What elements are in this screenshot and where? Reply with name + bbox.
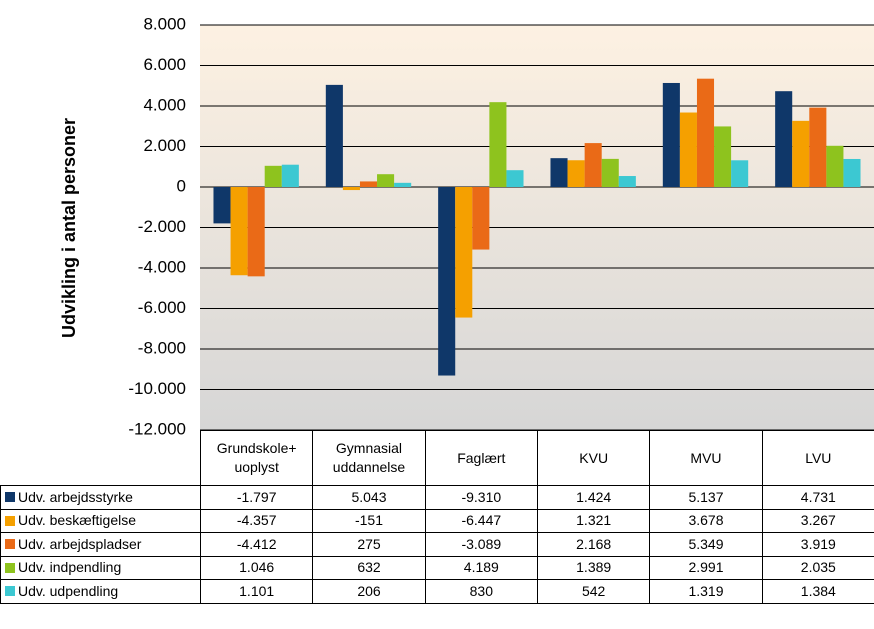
table-value: 5.137 [649, 485, 763, 510]
bar [281, 164, 299, 187]
table-value: -3.089 [424, 532, 538, 557]
table-value: 1.319 [649, 579, 763, 604]
bar [489, 102, 507, 187]
bar [618, 176, 636, 187]
legend-label: Udv. beskæftigelse [18, 512, 137, 529]
legend-label: Udv. arbejdspladser [18, 535, 142, 552]
y-tick-label: 4.000 [143, 95, 186, 114]
bar [662, 82, 680, 187]
y-tick-label: 6.000 [143, 55, 186, 74]
table-value: -4.357 [200, 508, 314, 533]
table-value: -1.797 [200, 485, 314, 510]
legend-swatch [5, 515, 15, 526]
table-value: 2.035 [761, 555, 874, 580]
y-tick-label: -12.000 [128, 419, 186, 438]
bar [342, 187, 360, 191]
y-tick-label: -8.000 [138, 338, 186, 357]
table-value: 4.189 [424, 555, 538, 580]
bar [775, 91, 793, 187]
table-header: Grundskole+ uoplyst [200, 430, 314, 486]
table-value: 1.321 [537, 508, 651, 533]
legend-entry: Udv. arbejdspladser [0, 532, 201, 557]
bar [826, 145, 844, 187]
bar [325, 84, 343, 187]
bar [264, 165, 282, 187]
legend-swatch [5, 492, 15, 503]
table-header: LVU [761, 430, 874, 486]
bar [601, 158, 619, 187]
bar [506, 170, 524, 187]
y-tick-label: -2.000 [138, 217, 186, 236]
bar [550, 158, 568, 187]
table-value: -6.447 [424, 508, 538, 533]
y-tick-label: -10.000 [128, 379, 186, 398]
legend-label: Udv. udpendling [18, 582, 119, 599]
y-tick-label: -4.000 [138, 257, 186, 276]
table-value: 1.101 [200, 579, 314, 604]
legend-entry: Udv. arbejdsstyrke [0, 485, 201, 510]
table-header: KVU [537, 430, 651, 486]
table-value: 4.731 [761, 485, 874, 510]
y-tick-label: 2.000 [143, 136, 186, 155]
bar [714, 126, 732, 187]
bar [213, 187, 231, 224]
legend-swatch [5, 586, 15, 597]
table-header: MVU [649, 430, 763, 486]
table-value: -9.310 [424, 485, 538, 510]
table-value: -4.412 [200, 532, 314, 557]
table-value: 3.267 [761, 508, 874, 533]
table-header: Gymnasial uddannelse [312, 430, 426, 486]
y-tick-label: 0 [177, 176, 186, 195]
bar [679, 112, 697, 187]
bar [843, 158, 861, 187]
table-value: -151 [312, 508, 426, 533]
table-value: 206 [312, 579, 426, 604]
table-value: 1.046 [200, 555, 314, 580]
y-axis-label: Udvikling i antal personer [59, 118, 79, 338]
table-value: 542 [537, 579, 651, 604]
legend-entry: Udv. indpendling [0, 555, 201, 580]
legend-label: Udv. arbejdsstyrke [18, 488, 133, 505]
bar [792, 120, 810, 187]
y-tick-label: 8.000 [143, 14, 186, 33]
legend-entry: Udv. beskæftigelse [0, 508, 201, 533]
bar [247, 187, 265, 277]
table-value: 3.919 [761, 532, 874, 557]
table-header: Faglært [424, 430, 538, 486]
legend-label: Udv. indpendling [18, 559, 122, 576]
table-value: 1.389 [537, 555, 651, 580]
table-value: 275 [312, 532, 426, 557]
y-tick-label: -6.000 [138, 298, 186, 317]
table-value: 3.678 [649, 508, 763, 533]
table-value: 5.349 [649, 532, 763, 557]
bar [455, 187, 473, 318]
bar [359, 181, 378, 187]
bar [567, 160, 585, 187]
legend-swatch [5, 539, 15, 550]
table-value: 2.168 [537, 532, 651, 557]
legend-swatch [5, 562, 15, 573]
bar [584, 143, 602, 187]
table-value: 1.384 [761, 579, 874, 604]
bar [696, 78, 715, 187]
bar [438, 187, 456, 376]
table-value: 2.991 [649, 555, 763, 580]
bar [731, 160, 749, 187]
table-value: 5.043 [312, 485, 426, 510]
table-value: 632 [312, 555, 426, 580]
bar [472, 187, 490, 250]
bar [230, 187, 248, 276]
bar [377, 174, 395, 187]
bar [809, 107, 827, 187]
table-value: 1.424 [537, 485, 651, 510]
bar [394, 182, 412, 187]
legend-entry: Udv. udpendling [0, 579, 201, 604]
table-value: 830 [424, 579, 538, 604]
